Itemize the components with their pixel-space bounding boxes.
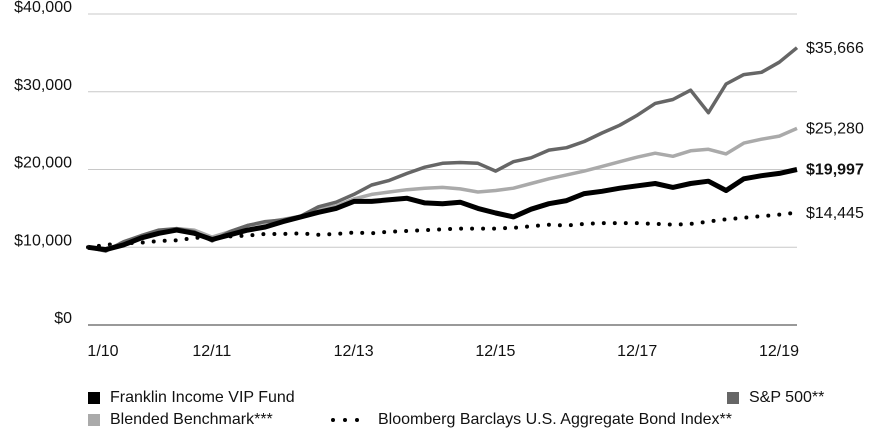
legend-marker xyxy=(88,414,100,426)
series-line xyxy=(87,126,798,251)
legend-label: Bloomberg Barclays U.S. Aggregate Bond I… xyxy=(378,411,732,428)
legend-label: Blended Benchmark*** xyxy=(110,411,273,428)
y-tick-label: $0 xyxy=(54,310,72,327)
y-tick-label: $10,000 xyxy=(14,232,72,249)
legend-label: Franklin Income VIP Fund xyxy=(110,389,295,406)
legend-marker xyxy=(355,418,359,422)
x-tick-label: 12/15 xyxy=(475,343,515,360)
x-tick-label: 1/10 xyxy=(87,343,118,360)
series-line xyxy=(86,210,799,250)
x-tick-label: 12/19 xyxy=(759,343,799,360)
legend-label: S&P 500** xyxy=(749,389,824,406)
end-value-label: $19,997 xyxy=(806,162,864,179)
x-tick-label: 12/13 xyxy=(334,343,374,360)
end-value-label: $14,445 xyxy=(806,205,864,222)
legend-marker xyxy=(331,418,335,422)
legend-marker xyxy=(88,392,100,404)
end-value-label: $35,666 xyxy=(806,40,864,57)
y-tick-label: $20,000 xyxy=(14,155,72,172)
y-tick-label: $40,000 xyxy=(14,0,72,16)
y-tick-label: $30,000 xyxy=(14,77,72,94)
x-tick-label: 12/17 xyxy=(617,343,657,360)
legend-marker xyxy=(727,392,739,404)
legend-marker xyxy=(343,418,347,422)
x-tick-label: 12/11 xyxy=(192,343,231,360)
series-line xyxy=(87,167,798,253)
end-value-label: $25,280 xyxy=(806,121,864,138)
